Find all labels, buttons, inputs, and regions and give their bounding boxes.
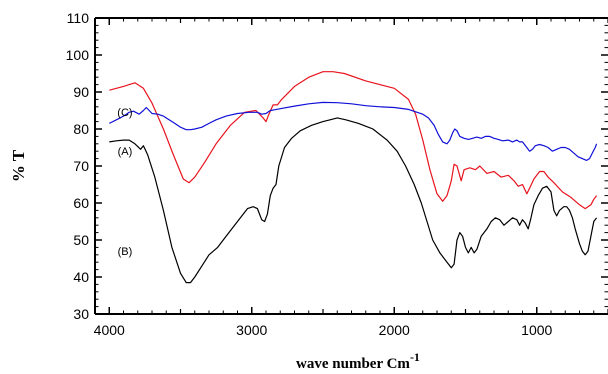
series-line xyxy=(109,101,598,161)
ticks: 30 40 50 60 70 80 90 100 110 4000 3000 2000 1000 xyxy=(66,10,608,338)
x-axis-title: wave number Cm-1 xyxy=(296,350,420,372)
x-tick-label: 4000 xyxy=(94,322,125,338)
curve-labels: (A) (B) (C) xyxy=(117,107,132,258)
x-tick-label: 2000 xyxy=(379,322,410,338)
series-line xyxy=(109,71,598,210)
y-tick-label: 90 xyxy=(73,84,89,100)
y-tick-label: 40 xyxy=(73,269,89,285)
y-tick-label: 110 xyxy=(67,10,90,26)
y-tick-label: 100 xyxy=(66,47,90,63)
y-tick-label: 70 xyxy=(73,158,89,174)
x-tick-label: 3000 xyxy=(236,322,267,338)
curve-label: (A) xyxy=(118,146,133,158)
curve-label: (C) xyxy=(117,107,132,119)
y-tick-label: 30 xyxy=(73,306,89,322)
curve-label: (B) xyxy=(118,246,133,258)
x-axis-title-text: wave number Cm xyxy=(296,356,410,372)
series-layer xyxy=(109,71,598,284)
x-tick-label: 1000 xyxy=(521,322,552,338)
y-tick-label: 60 xyxy=(73,195,89,211)
axes xyxy=(94,17,608,315)
x-axis-title-superscript: -1 xyxy=(410,350,420,364)
y-tick-label: 50 xyxy=(73,232,89,248)
y-axis-title: % T xyxy=(9,149,28,182)
series-line xyxy=(109,117,598,284)
y-tick-label: 80 xyxy=(73,121,89,137)
